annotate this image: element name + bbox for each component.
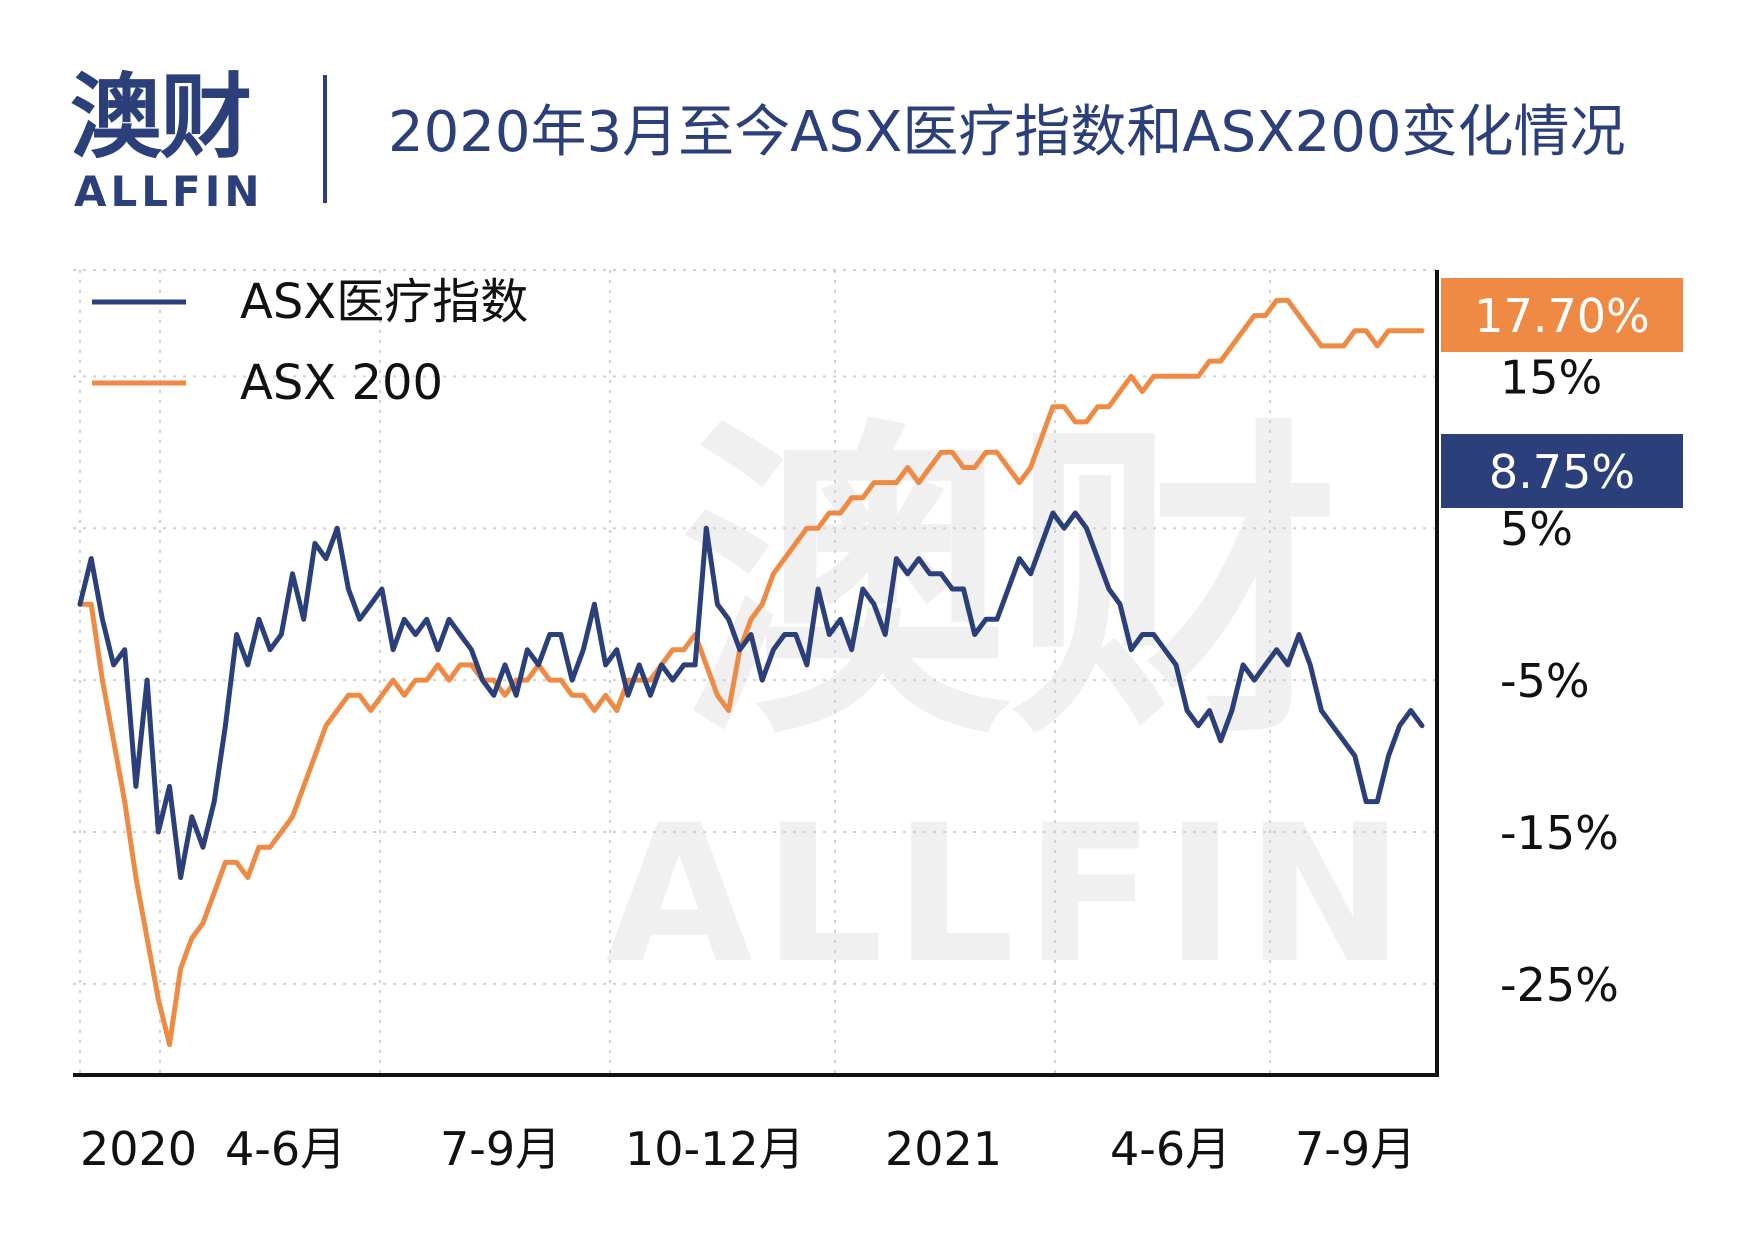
asx200-end-badge bbox=[1441, 278, 1683, 352]
legend-label-asx200: ASX 200 bbox=[240, 355, 443, 411]
y-tick-label-4: -25% bbox=[1500, 958, 1619, 1012]
x-tick-label-5: 4-6月 bbox=[1110, 1122, 1231, 1176]
x-tick-label-4: 2021 bbox=[885, 1122, 1002, 1176]
x-tick-labels: 2020 4-6月 7-9月 10-12月 2021 4-6月 7-9月 bbox=[80, 1122, 1416, 1176]
y-tick-label-2: -5% bbox=[1500, 654, 1590, 708]
x-tick-label-2: 7-9月 bbox=[440, 1122, 561, 1176]
legend: ASX医疗指数 ASX 200 bbox=[92, 274, 528, 411]
chart-title: 2020年3月至今ASX医疗指数和ASX200变化情况 bbox=[388, 100, 1626, 165]
y-tick-labels: 15% 5% -5% -15% -25% bbox=[1500, 350, 1619, 1012]
healthcare-end-label: 8.75% bbox=[1489, 445, 1635, 499]
series-line-0 bbox=[77, 510, 1425, 880]
title-divider bbox=[323, 75, 327, 203]
end-value-badges: 17.70% 8.75% bbox=[1441, 278, 1683, 508]
series-layer bbox=[77, 297, 1425, 1048]
y-tick-label-0: 15% bbox=[1500, 350, 1602, 404]
allfin-logo: 澳财 ALLFIN bbox=[70, 68, 270, 218]
y-tick-label-1: 5% bbox=[1500, 502, 1573, 556]
y-tick-label-3: -15% bbox=[1500, 806, 1619, 860]
x-tick-label-0: 2020 bbox=[80, 1122, 197, 1176]
logo-chinese-text: 澳财 bbox=[70, 64, 252, 171]
x-tick-label-3: 10-12月 bbox=[625, 1122, 805, 1176]
legend-label-healthcare: ASX医疗指数 bbox=[240, 274, 528, 330]
axes bbox=[73, 270, 1439, 1077]
series-line-1 bbox=[77, 297, 1425, 1048]
healthcare-end-badge bbox=[1441, 434, 1683, 508]
watermark-english: ALLFIN bbox=[606, 784, 1415, 1005]
x-tick-label-6: 7-9月 bbox=[1295, 1122, 1416, 1176]
asx200-end-label: 17.70% bbox=[1474, 289, 1649, 343]
grid-lines bbox=[73, 269, 1437, 1075]
x-tick-label-1: 4-6月 bbox=[225, 1122, 346, 1176]
logo-english-text: ALLFIN bbox=[74, 167, 264, 216]
watermark: 澳财 ALLFIN bbox=[606, 394, 1415, 1005]
